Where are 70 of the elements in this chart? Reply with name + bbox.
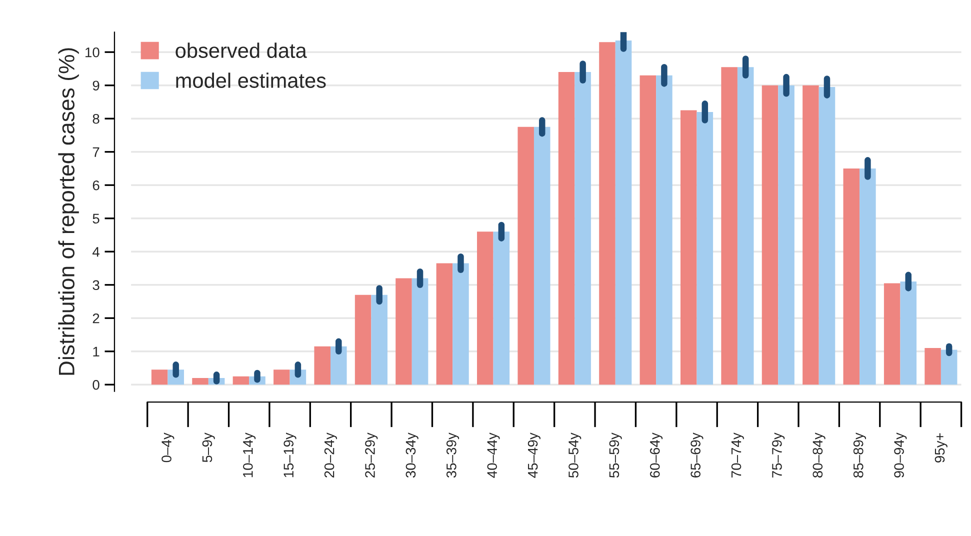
x-tick-label: 35–39y xyxy=(446,432,460,478)
y-axis-title: Distribution of reported cases (%) xyxy=(58,48,79,375)
x-tick-label: 45–49y xyxy=(528,432,540,478)
bar xyxy=(192,378,208,385)
x-tick-label: 5–9y xyxy=(202,432,215,462)
bar xyxy=(680,110,697,385)
x-tick-label: 25–29y xyxy=(365,432,378,478)
y-tick-label: 7 xyxy=(92,147,100,157)
bar xyxy=(818,87,836,385)
bar xyxy=(477,232,494,385)
x-tick-label: 60–64y xyxy=(650,432,663,478)
bar xyxy=(843,168,860,385)
x-tick-label: 30–34y xyxy=(406,432,418,478)
bar xyxy=(900,282,917,385)
bar xyxy=(762,85,778,385)
bar xyxy=(354,294,372,385)
x-tick-label: 20–24y xyxy=(324,432,337,478)
bar xyxy=(802,85,819,385)
bar xyxy=(493,232,510,385)
bar xyxy=(151,370,168,385)
x-tick-label: 90–94y xyxy=(894,432,907,478)
x-tick-label: 15–19y xyxy=(284,432,296,478)
x-tick-label: 50–54y xyxy=(568,432,582,478)
y-tick-label: 1 xyxy=(93,346,100,356)
y-tick-label: 4 xyxy=(92,247,100,257)
legend-label: model estimates xyxy=(176,72,326,88)
x-tick-label: 55–59y xyxy=(609,432,622,478)
bar xyxy=(778,85,794,385)
bar xyxy=(412,278,428,385)
bar xyxy=(721,67,738,385)
x-tick-label: 40–44y xyxy=(487,432,500,478)
x-tick-label: 85–89y xyxy=(853,432,866,478)
bar xyxy=(696,112,714,385)
bar xyxy=(884,283,900,385)
bar xyxy=(518,126,534,385)
x-tick-label: 70–74y xyxy=(731,432,744,478)
bar xyxy=(436,263,453,385)
x-tick-label: 65–69y xyxy=(690,432,704,478)
bar xyxy=(330,346,347,385)
bar xyxy=(737,67,754,385)
y-tick-label: 5 xyxy=(92,214,100,224)
bar xyxy=(640,75,656,385)
bar xyxy=(314,346,330,385)
bar xyxy=(574,72,591,385)
y-tick-label: 6 xyxy=(92,180,100,190)
y-tick-label: 9 xyxy=(92,80,100,91)
bar xyxy=(232,376,250,385)
bar xyxy=(656,75,672,385)
bar xyxy=(371,294,388,385)
x-tick-label: 0–4y xyxy=(162,432,174,462)
y-tick-label: 3 xyxy=(92,280,100,290)
bar xyxy=(860,168,876,385)
x-tick-label: 80–84y xyxy=(812,432,826,478)
bar xyxy=(599,42,616,385)
y-tick-label: 2 xyxy=(92,313,100,324)
bar xyxy=(558,72,575,385)
x-tick-label: 75–79y xyxy=(772,432,785,478)
x-tick-label: 95y+ xyxy=(934,433,948,462)
x-tick-label: 10–14y xyxy=(243,432,256,478)
y-tick-label: 8 xyxy=(92,114,100,124)
bar xyxy=(534,126,550,385)
bar xyxy=(940,350,958,385)
y-tick-label: 10 xyxy=(86,47,100,58)
bar xyxy=(396,278,412,385)
bar xyxy=(452,263,469,385)
legend-label: observed data xyxy=(176,42,307,58)
bar xyxy=(924,348,941,385)
bar xyxy=(615,40,632,385)
y-tick-label: 0 xyxy=(92,380,100,390)
bar xyxy=(274,370,290,385)
